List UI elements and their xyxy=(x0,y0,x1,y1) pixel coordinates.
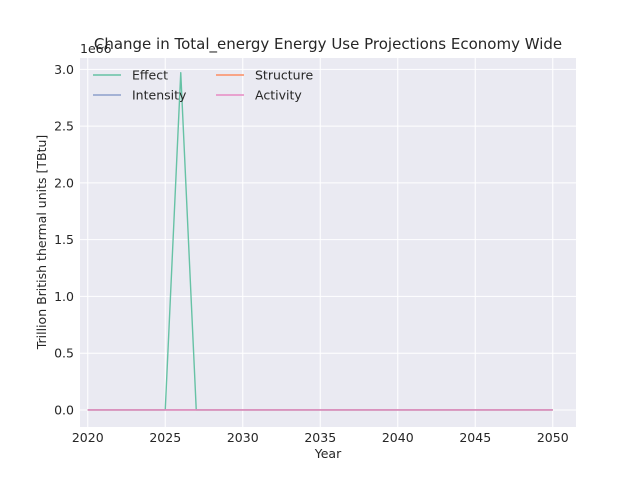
legend: Effect Structure Intensity Activity xyxy=(93,68,313,103)
y-tick-label: 0.0 xyxy=(54,402,74,417)
y-tick-label: 3.0 xyxy=(54,62,74,77)
x-tick-label: 2035 xyxy=(304,430,336,445)
legend-label: Intensity xyxy=(132,88,187,103)
legend-label: Effect xyxy=(132,68,168,83)
y-axis-label: Trillion British thermal units [TBtu] xyxy=(34,135,49,351)
y-tick-label: 2.5 xyxy=(54,119,74,134)
x-tick-label: 2020 xyxy=(72,430,104,445)
x-tick-label: 2040 xyxy=(382,430,414,445)
legend-label: Structure xyxy=(255,68,313,83)
y-tick-label: 1.0 xyxy=(54,289,74,304)
chart-title: Change in Total_energy Energy Use Projec… xyxy=(94,35,562,54)
y-tick-label: 1.5 xyxy=(54,232,74,247)
plot-background xyxy=(80,58,576,427)
legend-label: Activity xyxy=(255,88,302,103)
x-tick-labels: 2020 2025 2030 2035 2040 2045 2050 xyxy=(72,430,569,445)
grid-lines xyxy=(80,58,576,427)
y-tick-label: 0.5 xyxy=(54,346,74,361)
x-axis-label: Year xyxy=(314,446,342,461)
series-lines xyxy=(87,72,553,411)
y-tick-labels: 0.0 0.5 1.0 1.5 2.0 2.5 3.0 xyxy=(54,62,74,418)
x-tick-label: 2025 xyxy=(149,430,181,445)
x-tick-label: 2045 xyxy=(459,430,491,445)
x-tick-label: 2050 xyxy=(537,430,569,445)
x-tick-label: 2030 xyxy=(227,430,259,445)
y-tick-label: 2.0 xyxy=(54,175,74,190)
y-offset-label: 1e66 xyxy=(80,41,112,56)
